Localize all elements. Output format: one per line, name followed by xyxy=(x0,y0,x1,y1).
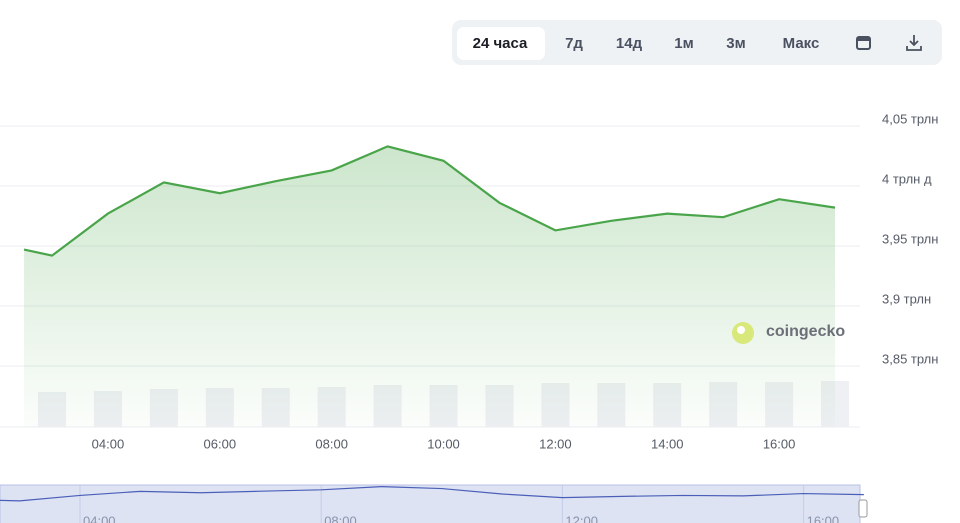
navigator xyxy=(0,484,861,523)
x-tick-label: 06:00 xyxy=(204,436,237,451)
navigator-line xyxy=(0,486,864,502)
range-button[interactable]: 7д xyxy=(565,35,583,52)
navigator-handle[interactable] xyxy=(858,499,868,518)
x-tick-label: 08:00 xyxy=(315,436,348,451)
range-button[interactable]: 3м xyxy=(726,35,745,52)
y-tick-label: 4,05 трлн xyxy=(882,111,938,126)
logo-eye xyxy=(737,326,745,334)
watermark: coingecko xyxy=(766,323,845,340)
x-tick-label: 12:00 xyxy=(539,436,572,451)
y-tick-label: 3,95 трлн xyxy=(882,231,938,246)
range-button[interactable]: 1м xyxy=(674,35,693,52)
range-button[interactable]: 24 часа xyxy=(473,35,528,52)
toolbar xyxy=(452,20,942,65)
area xyxy=(24,146,836,427)
active-button-bg xyxy=(457,27,545,60)
range-button[interactable]: Макс xyxy=(783,35,820,52)
y-tick-label: 3,85 трлн xyxy=(882,351,938,366)
x-tick-label: 14:00 xyxy=(651,436,684,451)
x-tick-label: 10:00 xyxy=(427,436,460,451)
download-icon[interactable] xyxy=(906,35,922,51)
navigator-label: 12:00 xyxy=(565,513,598,523)
navigator-label: 16:00 xyxy=(807,513,840,523)
y-tick-label: 3,9 трлн xyxy=(882,291,931,306)
x-tick-label: 04:00 xyxy=(92,436,125,451)
navigator-label: 04:00 xyxy=(83,513,116,523)
x-tick-label: 16:00 xyxy=(763,436,796,451)
range-button[interactable]: 14д xyxy=(616,35,643,52)
line xyxy=(23,145,836,257)
y-tick-label: 4 трлн д xyxy=(882,171,932,186)
calendar-icon[interactable] xyxy=(856,36,871,50)
navigator-label: 08:00 xyxy=(324,513,357,523)
